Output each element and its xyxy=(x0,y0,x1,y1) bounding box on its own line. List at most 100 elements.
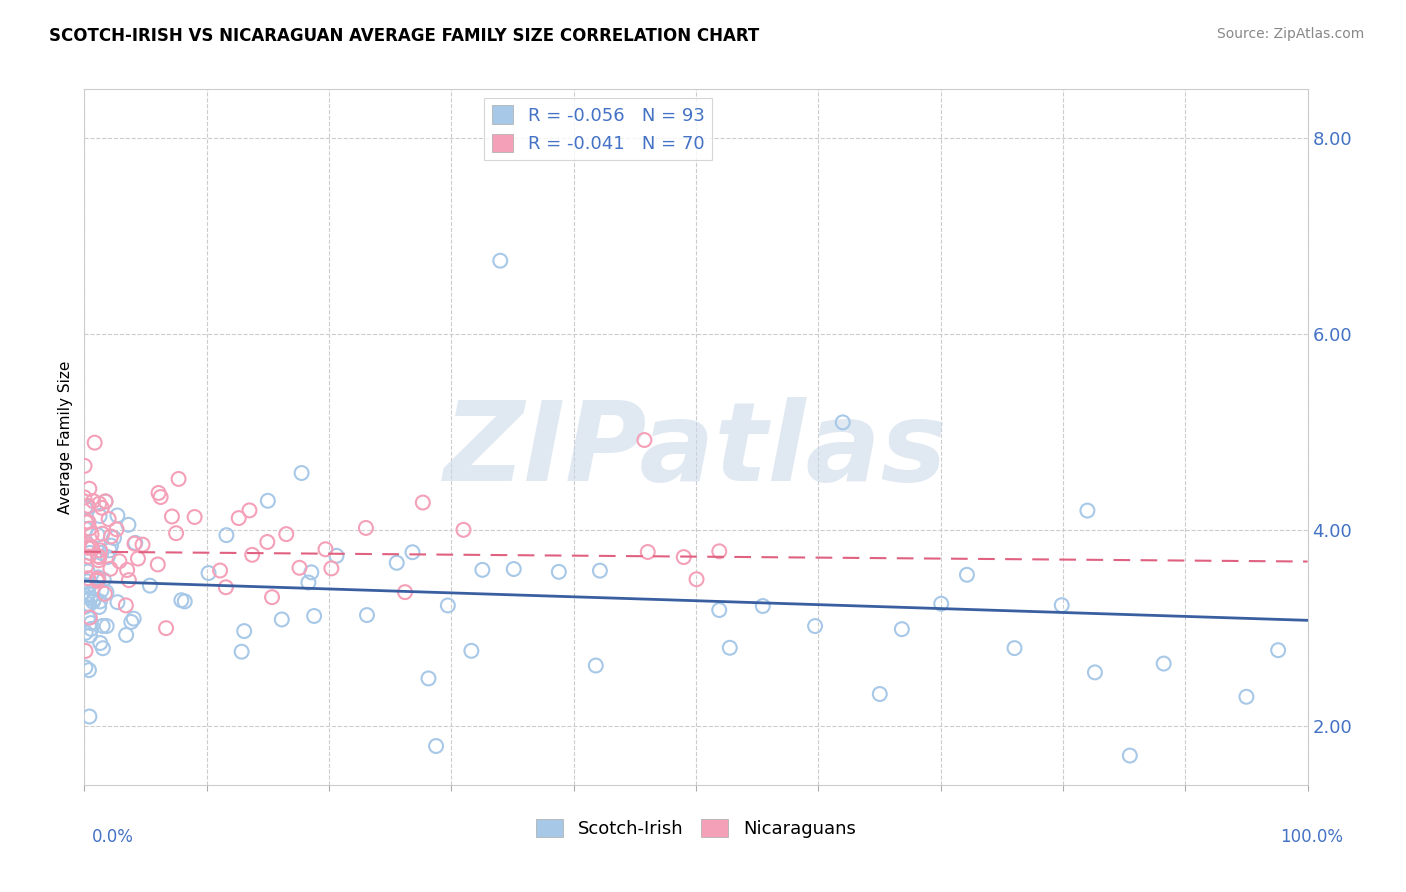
Point xyxy=(77,663,100,677)
Point xyxy=(869,687,891,701)
Point xyxy=(139,579,162,593)
Point xyxy=(79,482,101,496)
Point xyxy=(131,538,153,552)
Point xyxy=(215,580,238,594)
Point xyxy=(1050,598,1073,612)
Point xyxy=(215,528,238,542)
Point xyxy=(1076,503,1098,517)
Point xyxy=(718,640,741,655)
Point xyxy=(79,628,101,642)
Text: 100.0%: 100.0% xyxy=(1279,828,1343,846)
Point xyxy=(115,628,138,642)
Point xyxy=(672,550,695,565)
Text: SCOTCH-IRISH VS NICARAGUAN AVERAGE FAMILY SIZE CORRELATION CHART: SCOTCH-IRISH VS NICARAGUAN AVERAGE FAMIL… xyxy=(49,27,759,45)
Point xyxy=(77,611,100,625)
Point xyxy=(87,553,110,567)
Point xyxy=(89,543,111,558)
Point xyxy=(77,500,100,514)
Point xyxy=(80,527,103,541)
Y-axis label: Average Family Size: Average Family Size xyxy=(58,360,73,514)
Point xyxy=(257,493,280,508)
Point xyxy=(86,528,108,542)
Point xyxy=(82,595,104,609)
Point xyxy=(385,556,408,570)
Point xyxy=(585,658,607,673)
Point xyxy=(297,575,319,590)
Point xyxy=(94,494,117,508)
Point xyxy=(91,619,114,633)
Point xyxy=(80,616,103,631)
Point xyxy=(1153,657,1175,671)
Point xyxy=(117,517,139,532)
Point xyxy=(167,472,190,486)
Point xyxy=(77,587,100,601)
Point xyxy=(288,561,311,575)
Point xyxy=(79,522,101,536)
Point xyxy=(209,564,232,578)
Point xyxy=(91,641,114,656)
Point xyxy=(148,486,170,500)
Point xyxy=(73,491,96,505)
Point xyxy=(105,508,128,523)
Point xyxy=(76,541,98,555)
Point xyxy=(260,590,283,604)
Point xyxy=(90,583,112,598)
Point xyxy=(929,597,952,611)
Point xyxy=(228,511,250,525)
Point xyxy=(76,580,98,594)
Point xyxy=(890,622,912,636)
Point xyxy=(75,660,97,674)
Point xyxy=(87,549,110,563)
Point xyxy=(256,535,278,549)
Point xyxy=(76,537,98,551)
Point xyxy=(155,621,177,635)
Point xyxy=(75,644,97,658)
Point xyxy=(79,579,101,593)
Point xyxy=(94,587,117,601)
Point xyxy=(394,585,416,599)
Point xyxy=(80,622,103,636)
Point xyxy=(471,563,494,577)
Point xyxy=(103,531,125,545)
Point xyxy=(270,612,292,626)
Point xyxy=(165,526,187,541)
Point xyxy=(83,592,105,607)
Point xyxy=(425,739,447,753)
Point xyxy=(77,499,100,513)
Point xyxy=(87,573,110,587)
Point xyxy=(302,609,325,624)
Text: ZIPatlas: ZIPatlas xyxy=(444,398,948,505)
Point xyxy=(291,466,314,480)
Point xyxy=(83,435,105,450)
Legend: Scotch-Irish, Nicaraguans: Scotch-Irish, Nicaraguans xyxy=(529,812,863,846)
Point xyxy=(97,512,120,526)
Point xyxy=(1236,690,1258,704)
Point xyxy=(75,515,97,529)
Point xyxy=(89,594,111,608)
Point xyxy=(98,543,121,558)
Point xyxy=(299,566,322,580)
Point xyxy=(321,561,343,575)
Point xyxy=(160,509,183,524)
Point xyxy=(173,594,195,608)
Text: Source: ZipAtlas.com: Source: ZipAtlas.com xyxy=(1216,27,1364,41)
Point xyxy=(1267,643,1289,657)
Point xyxy=(77,598,100,612)
Point xyxy=(118,573,141,587)
Point xyxy=(77,515,100,529)
Point xyxy=(73,458,96,473)
Point xyxy=(75,522,97,536)
Point xyxy=(183,510,205,524)
Point xyxy=(90,500,112,515)
Point xyxy=(87,570,110,584)
Point xyxy=(86,572,108,586)
Point xyxy=(107,595,129,609)
Point xyxy=(75,559,97,574)
Point xyxy=(94,494,117,508)
Point xyxy=(453,523,475,537)
Point xyxy=(401,545,423,559)
Point xyxy=(804,619,827,633)
Point xyxy=(1084,665,1107,680)
Point xyxy=(79,709,101,723)
Point xyxy=(97,550,120,565)
